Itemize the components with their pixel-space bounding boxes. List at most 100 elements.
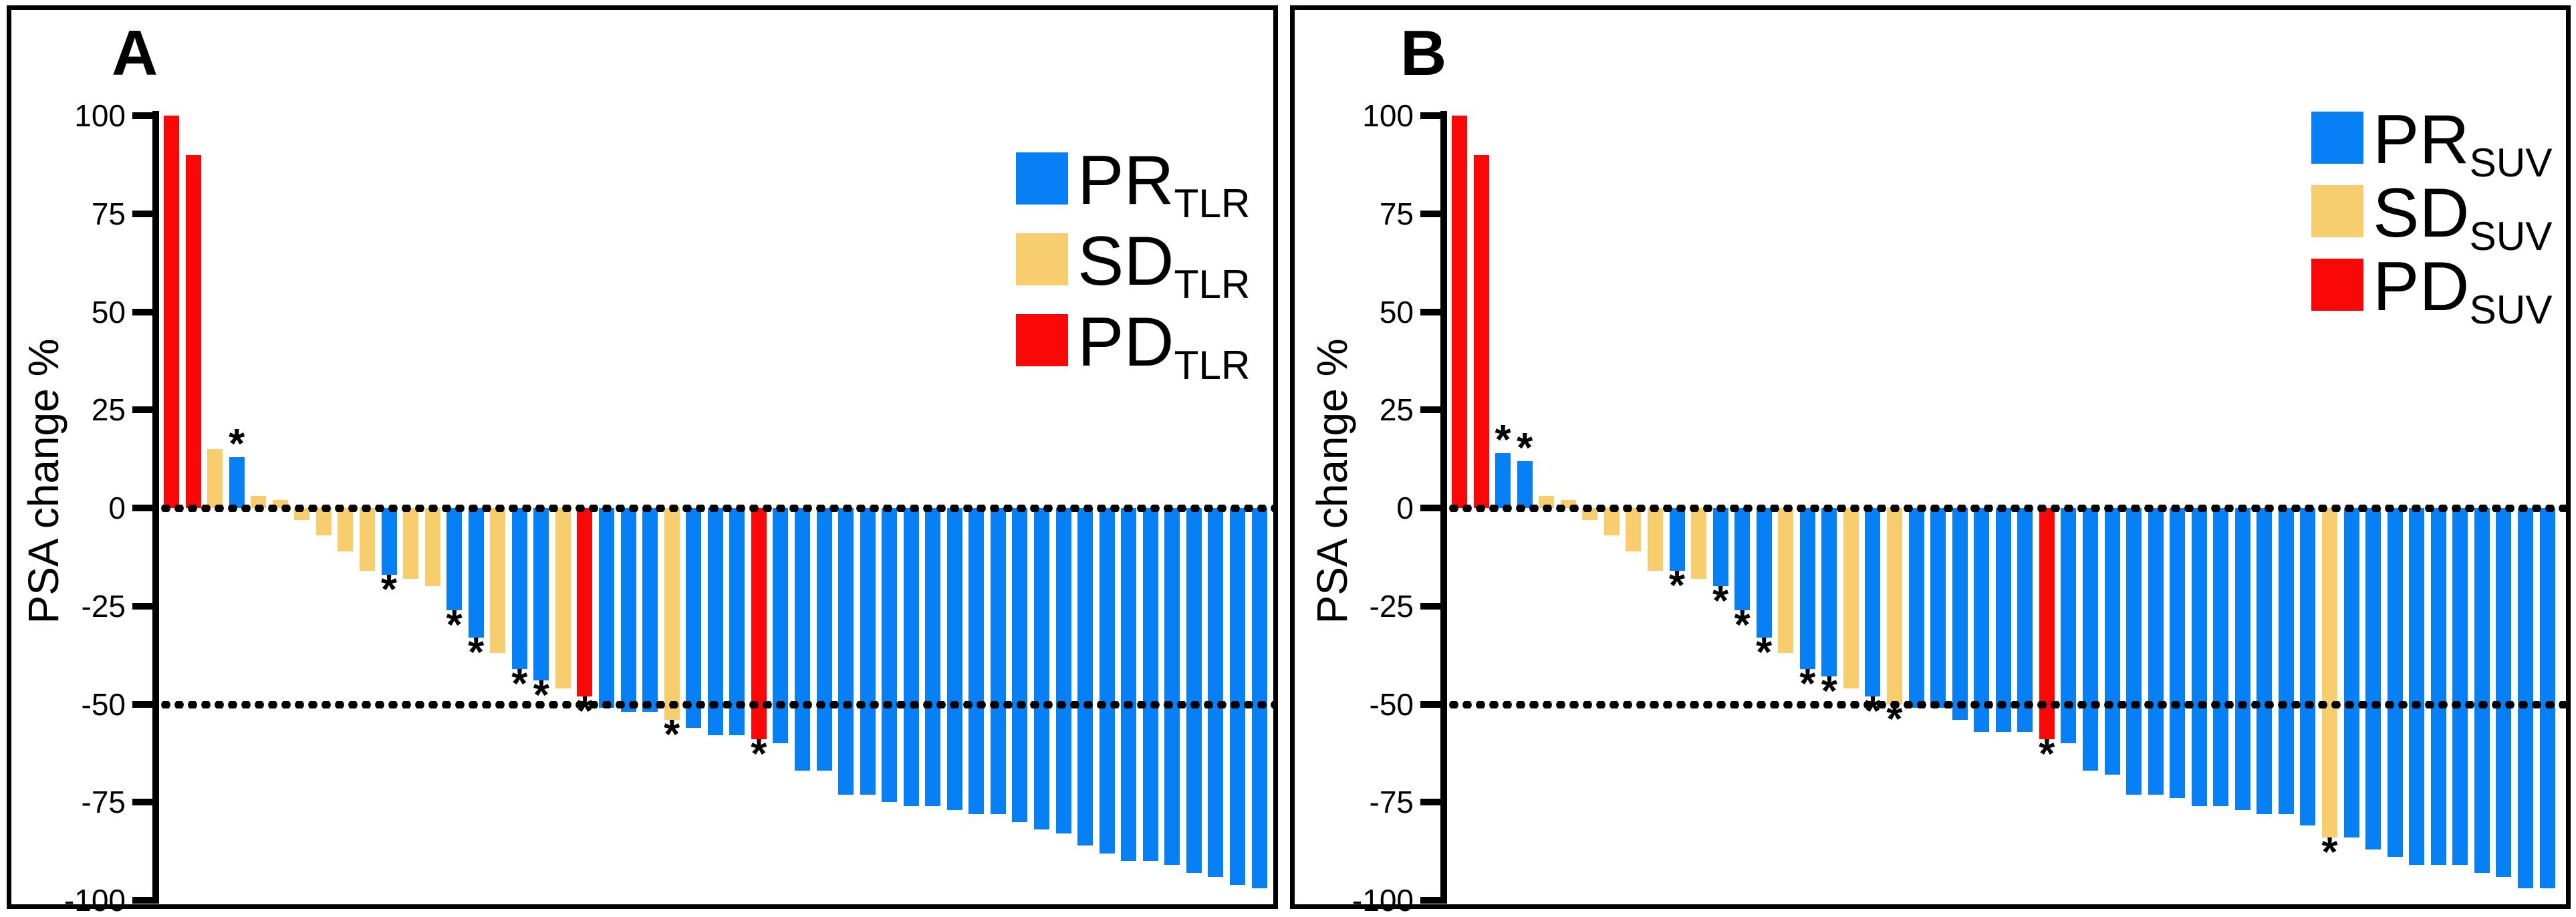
panel-a-legend-swatch-pr bbox=[1016, 152, 1068, 205]
panel-a-legend-subscript-sd: TLR bbox=[1174, 261, 1251, 307]
panel-b-y-axis-tick bbox=[1420, 406, 1440, 414]
panel-b-bar bbox=[2017, 508, 2033, 732]
panel-a-y-axis-tick-label: -25 bbox=[81, 588, 126, 624]
panel-a-y-axis-tick bbox=[132, 602, 152, 610]
panel-a-significance-asterisk: * bbox=[468, 629, 485, 676]
panel-a-bar bbox=[751, 508, 767, 740]
panel-a-bar bbox=[207, 448, 223, 508]
panel-a-bar bbox=[1164, 508, 1180, 866]
panel-a-legend-swatch-sd bbox=[1016, 233, 1068, 285]
panel-b-significance-asterisk: * bbox=[2039, 731, 2055, 778]
panel-a-significance-asterisk: * bbox=[229, 420, 245, 467]
panel-a-y-axis-tick-label: 50 bbox=[91, 294, 126, 330]
panel-b-bar bbox=[1712, 508, 1728, 587]
panel-a-bar bbox=[1229, 508, 1245, 885]
panel-b-bar bbox=[2257, 508, 2273, 814]
panel-b-bar bbox=[2409, 508, 2425, 866]
panel-a-bar bbox=[1121, 508, 1137, 862]
panel-a-bar bbox=[707, 508, 723, 736]
panel-b-y-axis-tick bbox=[1420, 112, 1440, 119]
panel-a-bar bbox=[620, 508, 636, 712]
panel-b-y-axis-tick-label: -100 bbox=[1351, 883, 1414, 917]
panel-b-bar bbox=[2170, 508, 2186, 799]
panel-b-bar bbox=[1843, 508, 1859, 689]
panel-a-legend-subscript-pd: TLR bbox=[1174, 342, 1251, 388]
panel-b-legend-label-sd: SDSUV bbox=[2373, 174, 2553, 259]
panel-a-y-axis-tick bbox=[132, 799, 152, 806]
panel-a-bar bbox=[969, 508, 985, 814]
panel-a-y-axis-tick-label: -75 bbox=[81, 785, 126, 820]
panel-b-bar bbox=[1865, 508, 1881, 696]
panel-a-bar bbox=[381, 508, 397, 575]
panel-b-y-axis-tick-label: 75 bbox=[1379, 196, 1414, 231]
panel-b-bar bbox=[1734, 508, 1751, 610]
panel-b-y-axis-tick bbox=[1420, 505, 1440, 511]
panel-b-bar bbox=[2496, 508, 2512, 877]
panel-a-bar bbox=[642, 508, 658, 712]
panel-b-bar bbox=[1626, 508, 1642, 551]
panel-a-significance-asterisk: * bbox=[380, 566, 398, 613]
panel-a-bar bbox=[424, 508, 440, 587]
panel-a-legend-swatch-pd bbox=[1016, 314, 1068, 366]
panel-b-y-axis-tick bbox=[1420, 897, 1440, 904]
panel-a-bar bbox=[816, 508, 832, 771]
panel-b-bar bbox=[2300, 508, 2316, 826]
panel-b-y-axis-tick bbox=[1420, 602, 1440, 610]
panel-b-bar bbox=[1669, 508, 1685, 571]
panel-a-y-axis-tick bbox=[132, 700, 152, 708]
panel-a-bar bbox=[490, 508, 506, 654]
panel-b-bar bbox=[1495, 452, 1511, 508]
panel-b-significance-asterisk: * bbox=[2321, 829, 2338, 876]
panel-a-bar bbox=[686, 508, 702, 728]
panel-b-bar bbox=[1995, 508, 2011, 732]
panel-a-bar bbox=[794, 508, 810, 771]
panel-a-y-axis-tick-label: -50 bbox=[81, 686, 126, 722]
panel-b-bar bbox=[1603, 508, 1620, 536]
panel-a-y-axis-tick-label: 75 bbox=[91, 196, 126, 231]
panel-b-bar bbox=[1952, 508, 1968, 720]
panel-a-significance-asterisk: * bbox=[664, 711, 680, 758]
panel-b-y-axis-tick bbox=[1420, 210, 1440, 217]
panel-a-bar bbox=[1251, 508, 1267, 889]
panel-b-bar bbox=[1821, 508, 1837, 677]
panel-a-legend-label-sd: SDTLR bbox=[1077, 223, 1251, 307]
panel-a-legend-label-pr: PRTLR bbox=[1077, 142, 1251, 226]
panel-a-bar bbox=[1186, 508, 1202, 873]
panel-b-bar bbox=[2191, 508, 2207, 807]
panel-b-legend-subscript-pr: SUV bbox=[2469, 139, 2553, 185]
panel-b-bar bbox=[2387, 508, 2403, 858]
panel-b-legend-swatch-pd bbox=[2311, 259, 2363, 311]
panel-a-y-axis-tick bbox=[132, 505, 152, 511]
panel-b-significance-asterisk: * bbox=[1886, 696, 1903, 743]
panel-a-bar bbox=[403, 508, 419, 579]
panel-b-bar bbox=[1560, 500, 1576, 508]
panel-b-y-axis-tick-label: 25 bbox=[1379, 392, 1414, 428]
panel-b-significance-asterisk: * bbox=[1668, 562, 1686, 609]
panel-b-bar bbox=[1887, 508, 1902, 704]
panel-b-bar bbox=[2539, 508, 2555, 889]
panel-a-bar bbox=[229, 456, 245, 508]
panel-b-bar bbox=[1930, 508, 1946, 708]
panel-b-y-axis-tick bbox=[1420, 700, 1440, 708]
panel-a-legend-label-pd: PDTLR bbox=[1077, 303, 1251, 388]
panel-b-bar bbox=[2322, 508, 2337, 838]
panel-a-bar bbox=[1055, 508, 1071, 834]
panel-b-bar bbox=[2148, 508, 2164, 795]
panel-a-bar bbox=[164, 116, 179, 508]
panel-a-bar bbox=[1142, 508, 1158, 862]
panel-b-bar bbox=[1974, 508, 1990, 732]
panel-a-bar bbox=[533, 508, 549, 681]
panel-b-y-axis-tick-label: -25 bbox=[1369, 588, 1414, 624]
panel-a-bar bbox=[338, 508, 354, 551]
panel-a-bar bbox=[773, 508, 789, 744]
panel-b-bar bbox=[2474, 508, 2490, 873]
panel-a-bar bbox=[925, 508, 941, 807]
panel-b-bar bbox=[1756, 508, 1772, 638]
panel-b-bar bbox=[2061, 508, 2077, 744]
panel-a-bar bbox=[468, 508, 484, 638]
panel-a-y-axis-tick-label: 25 bbox=[91, 392, 126, 428]
panel-a-y-axis-tick bbox=[132, 406, 152, 414]
panel-a-y-axis-spine bbox=[152, 111, 159, 904]
panel-a-significance-asterisk: * bbox=[533, 672, 549, 719]
